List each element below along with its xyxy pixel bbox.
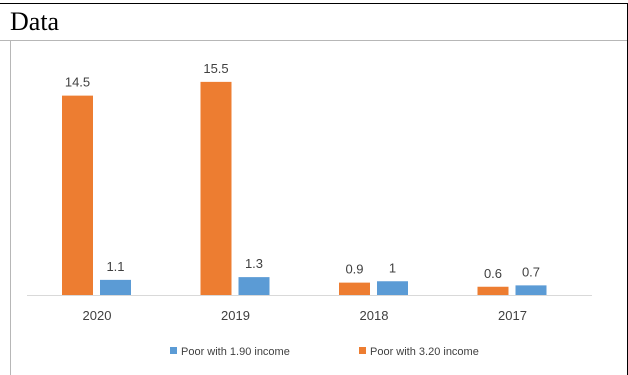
legend-label-poor-with-3-20-income: Poor with 3.20 income [370,346,479,358]
bar-poor-with-3-20-income-2020 [62,95,93,295]
data-label-poor-with-1-90-income-2018: 1 [389,260,396,275]
bar-poor-with-1-90-income-2018 [377,281,408,295]
bar-poor-with-1-90-income-2017 [515,285,547,295]
data-label-poor-with-1-90-income-2019: 1.3 [245,256,263,271]
bar-poor-with-3-20-income-2019 [200,81,232,295]
legend-label-poor-with-1-90-income: Poor with 1.90 income [181,346,290,358]
heading-divider [0,40,628,41]
top-border [0,3,628,4]
left-border [10,40,11,375]
x-tick-label-2017: 2017 [498,308,527,323]
x-tick-label-2020: 2020 [83,308,112,323]
bar-poor-with-1-90-income-2020 [100,279,131,295]
x-tick-label-2018: 2018 [360,308,389,323]
data-label-poor-with-3-20-income-2017: 0.6 [484,266,502,281]
data-label-poor-with-3-20-income-2019: 15.5 [203,61,228,76]
bar-poor-with-3-20-income-2018 [339,282,370,295]
data-label-poor-with-1-90-income-2017: 0.7 [522,264,540,279]
x-tick-label-2019: 2019 [221,308,250,323]
data-label-poor-with-3-20-income-2020: 14.5 [65,75,90,90]
section-heading: Data [10,7,60,36]
legend-swatch-poor-with-1-90-income [170,347,177,354]
bar-poor-with-1-90-income-2019 [238,277,270,295]
data-label-poor-with-3-20-income-2018: 0.9 [345,262,363,277]
bar-poor-with-3-20-income-2017 [477,286,509,295]
data-label-poor-with-1-90-income-2020: 1.1 [106,259,124,274]
legend-swatch-poor-with-3-20-income [359,347,366,354]
